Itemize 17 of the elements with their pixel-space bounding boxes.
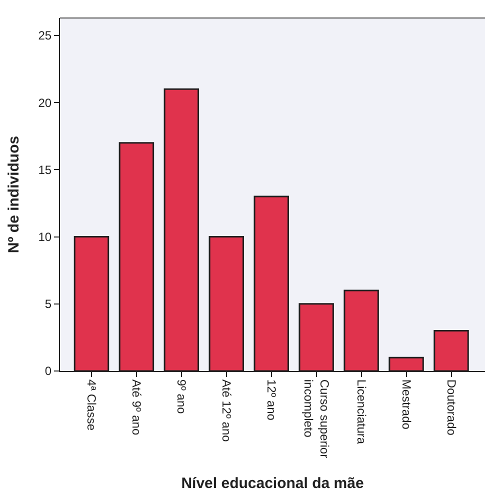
y-tick-label: 15 bbox=[38, 162, 52, 177]
x-tick-label: 4ª Classe bbox=[84, 379, 99, 431]
x-tick-label: Até 9º ano bbox=[130, 379, 144, 436]
x-tick-label: 12º ano bbox=[264, 379, 278, 421]
y-tick-label: 10 bbox=[38, 230, 52, 244]
x-tick-label: 9º ano bbox=[174, 379, 189, 414]
x-tick-label: Mestrado bbox=[399, 379, 414, 430]
x-axis-title: Nível educacional da mãe bbox=[181, 475, 364, 492]
y-tick-label: 20 bbox=[38, 96, 52, 110]
y-tick-label: 5 bbox=[44, 297, 52, 312]
y-tick-label: 25 bbox=[38, 28, 52, 43]
x-tick-label: Licenciatura bbox=[354, 379, 368, 444]
x-tick-label: Curso superior incompleto bbox=[302, 379, 332, 458]
x-tick-label: Até 12º ano bbox=[220, 379, 234, 442]
y-tick-label: 0 bbox=[44, 364, 52, 378]
x-tick-label: Doutorado bbox=[444, 379, 458, 436]
y-axis-title: Nº de individuos bbox=[5, 136, 22, 254]
